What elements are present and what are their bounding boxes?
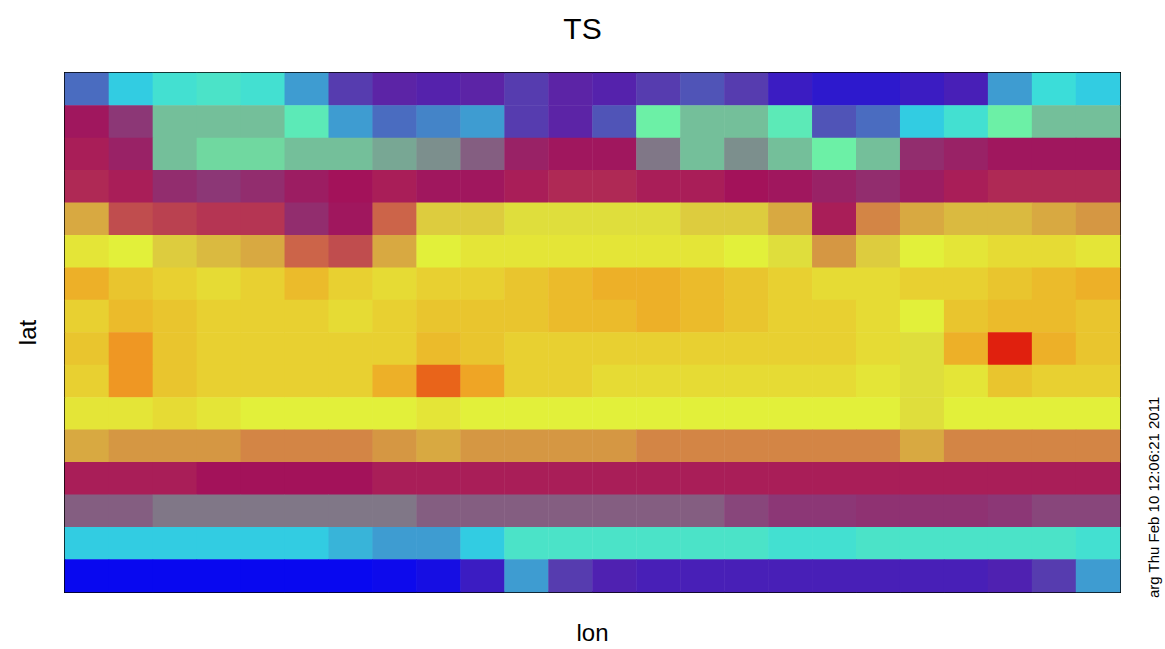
- svg-text:arg Thu Feb 10 12:06:21 2011: arg Thu Feb 10 12:06:21 2011: [1145, 397, 1162, 598]
- svg-text:lon: lon: [576, 619, 608, 646]
- svg-text:lat: lat: [14, 320, 41, 346]
- svg-text:TS: TS: [563, 12, 601, 45]
